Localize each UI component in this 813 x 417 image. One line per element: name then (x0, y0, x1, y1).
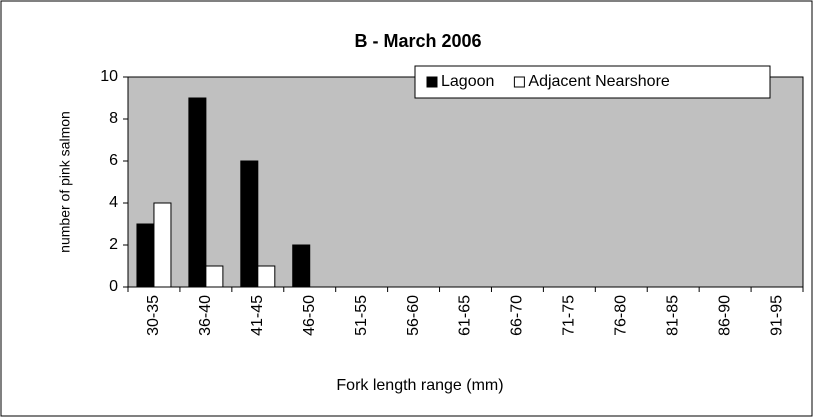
chart-title: B - March 2006 (354, 31, 481, 51)
bar (188, 97, 207, 288)
y-tick-label: 6 (109, 152, 118, 169)
x-tick-label: 56-60 (405, 295, 422, 336)
x-tick-label: 66-70 (509, 295, 526, 336)
x-tick-label: 36-40 (197, 295, 214, 336)
legend-label: Lagoon (441, 73, 494, 90)
bar (205, 265, 224, 288)
bar (153, 202, 172, 288)
y-axis-label: number of pink salmon (57, 111, 73, 253)
y-tick-label: 2 (109, 236, 118, 253)
x-tick-label: 46-50 (301, 295, 318, 336)
x-axis-label: Fork length range (mm) (336, 377, 503, 394)
legend-swatch (513, 76, 525, 88)
y-tick-label: 0 (109, 278, 118, 295)
x-tick-label: 76-80 (612, 295, 629, 336)
x-tick-label: 86-90 (716, 295, 733, 336)
legend-swatch (426, 76, 438, 88)
x-tick-label: 51-55 (353, 295, 370, 336)
plot-area (127, 76, 804, 288)
x-tick-label: 41-45 (249, 295, 266, 336)
bar (257, 265, 276, 288)
x-tick-label: 91-95 (768, 295, 785, 336)
y-tick-label: 4 (109, 194, 118, 211)
x-tick-label: 71-75 (561, 295, 578, 336)
y-tick-label: 10 (100, 68, 118, 85)
y-tick-label: 8 (109, 110, 118, 127)
x-tick-label: 81-85 (664, 295, 681, 336)
legend-label: Adjacent Nearshore (528, 73, 670, 90)
legend-box (414, 65, 771, 99)
bar (136, 223, 155, 288)
bar (240, 160, 259, 288)
x-tick-label: 61-65 (457, 295, 474, 336)
x-tick-label: 30-35 (145, 295, 162, 336)
bar (292, 244, 311, 288)
